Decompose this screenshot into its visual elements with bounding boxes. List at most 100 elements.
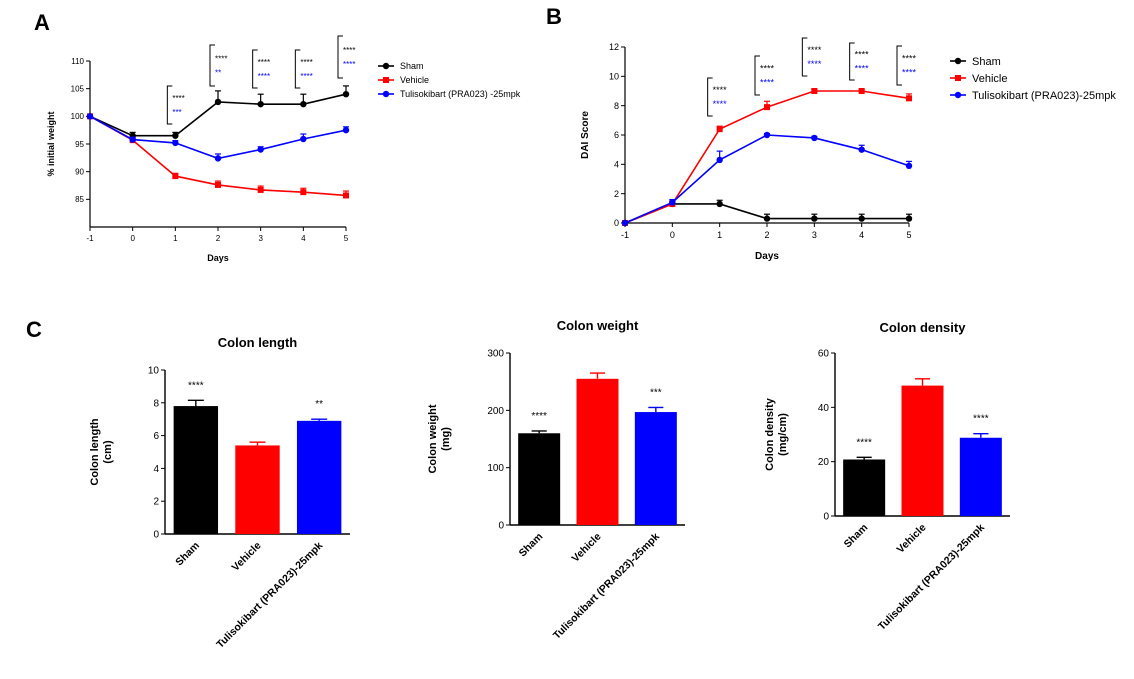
significance-vs-sham: **** [258, 58, 270, 67]
data-point-sham [257, 100, 264, 108]
data-point-sham [858, 215, 865, 222]
data-point-vehicle [300, 189, 307, 196]
legend-label-tulisokibart: Tulisokibart (PRA023)-25mpk [972, 90, 1116, 102]
significance-vs-tulisokibart: **** [713, 99, 728, 109]
y-tick-label: 110 [71, 57, 84, 66]
x-axis-label: Days [207, 253, 229, 263]
chart-title: Colon weight [557, 318, 639, 333]
x-tick-label: -1 [621, 230, 629, 240]
y-tick-label: 100 [71, 112, 85, 121]
significance-bracket [896, 45, 902, 86]
significance-bracket [294, 49, 301, 89]
significance-vs-tulisokibart: **** [902, 68, 917, 78]
chart-title: Colon length [218, 335, 297, 350]
bar-tulisokibart [959, 437, 1002, 516]
significance-vs-tulisokibart: **** [343, 60, 355, 69]
y-axis-label: Colon weight [427, 404, 439, 473]
data-point-vehicle [858, 88, 865, 94]
legend-marker-vehicle [383, 77, 389, 83]
y-tick-label: 0 [153, 530, 159, 541]
legend-marker-tulisokibart [954, 91, 962, 99]
y-tick-label: 0 [498, 521, 504, 532]
category-label-sham: Sham [517, 531, 546, 560]
y-tick-label: 0 [614, 218, 619, 228]
y-tick-label: 95 [75, 140, 84, 149]
significance-bracket [754, 55, 760, 96]
x-tick-label: 2 [216, 234, 221, 243]
y-tick-label: 20 [818, 457, 830, 468]
y-axis-label: (mg/cm) [777, 413, 789, 456]
x-tick-label: 4 [301, 234, 306, 243]
category-label-vehicle: Vehicle [895, 522, 929, 556]
data-point-tulisokibart [621, 219, 629, 227]
significance-vs-tulisokibart: **** [258, 72, 270, 81]
bar-sham [173, 406, 219, 534]
y-tick-label: 105 [71, 84, 85, 93]
significance-vs-sham: **** [902, 54, 917, 64]
significance-vs-sham: **** [300, 58, 312, 67]
y-axis-label: (cm) [102, 440, 114, 464]
x-tick-label: 5 [906, 230, 911, 240]
y-tick-label: 10 [609, 71, 619, 81]
x-axis-label: Days [755, 251, 779, 262]
chart-title: Colon density [880, 320, 967, 335]
y-tick-label: 10 [148, 366, 160, 377]
y-axis-label: Colon length [89, 418, 101, 485]
significance-vs-tulisokibart: **** [807, 59, 822, 69]
y-tick-label: 2 [153, 497, 159, 508]
y-axis-label: DAI Score [580, 111, 591, 159]
significance-vs-sham: **** [215, 55, 227, 64]
significance-label: *** [650, 387, 662, 398]
y-axis-label: (mg) [440, 427, 452, 451]
y-tick-label: 85 [75, 195, 84, 204]
data-point-tulisokibart [811, 134, 818, 142]
significance-bracket [252, 49, 258, 89]
data-point-sham [214, 98, 222, 106]
significance-vs-sham: **** [172, 94, 184, 103]
category-label-tulisokibart: Tulisokibart (PRA023)-25mpk [551, 531, 662, 642]
x-tick-label: 3 [812, 230, 817, 240]
y-tick-label: 2 [614, 189, 619, 199]
significance-vs-tulisokibart: ** [215, 69, 221, 78]
data-point-tulisokibart [669, 199, 676, 206]
x-tick-label: 2 [764, 230, 769, 240]
data-point-vehicle [906, 95, 912, 102]
legend-marker-sham [382, 62, 390, 70]
x-tick-label: 5 [344, 234, 349, 243]
chart-a-weight: 85 90 95 100 105 110 -1 0 1 2 3 4 5 Days % initial wei… [46, 35, 521, 263]
legend-label-sham: Sham [972, 56, 1001, 68]
data-point-vehicle [716, 126, 723, 133]
significance-vs-tulisokibart: **** [300, 72, 312, 81]
data-point-vehicle [764, 104, 770, 111]
panel-label-c: C [26, 317, 42, 342]
data-point-tulisokibart [300, 135, 307, 143]
data-point-tulisokibart [342, 126, 350, 134]
y-tick-label: 200 [487, 406, 504, 417]
category-label-sham: Sham [173, 540, 202, 569]
y-tick-label: 40 [818, 403, 830, 414]
y-tick-label: 8 [614, 101, 619, 111]
data-point-vehicle [215, 181, 221, 188]
series-line-vehicle [624, 90, 910, 224]
significance-label: **** [856, 437, 872, 448]
category-label-sham: Sham [842, 522, 871, 551]
x-tick-label: -1 [86, 234, 94, 243]
panel-label-b: B [546, 4, 562, 29]
significance-bracket [209, 44, 215, 87]
legend-label-sham: Sham [400, 61, 424, 71]
y-tick-label: 8 [153, 398, 159, 409]
significance-vs-sham: **** [855, 50, 870, 60]
y-tick-label: 300 [487, 349, 504, 360]
data-point-tulisokibart [905, 162, 913, 169]
significance-vs-tulisokibart: **** [855, 64, 870, 74]
bar-tulisokibart [296, 420, 342, 534]
bar-sham [518, 433, 561, 525]
y-tick-label: 4 [614, 159, 619, 169]
legend-marker-sham [954, 57, 962, 65]
data-point-tulisokibart [858, 146, 865, 153]
